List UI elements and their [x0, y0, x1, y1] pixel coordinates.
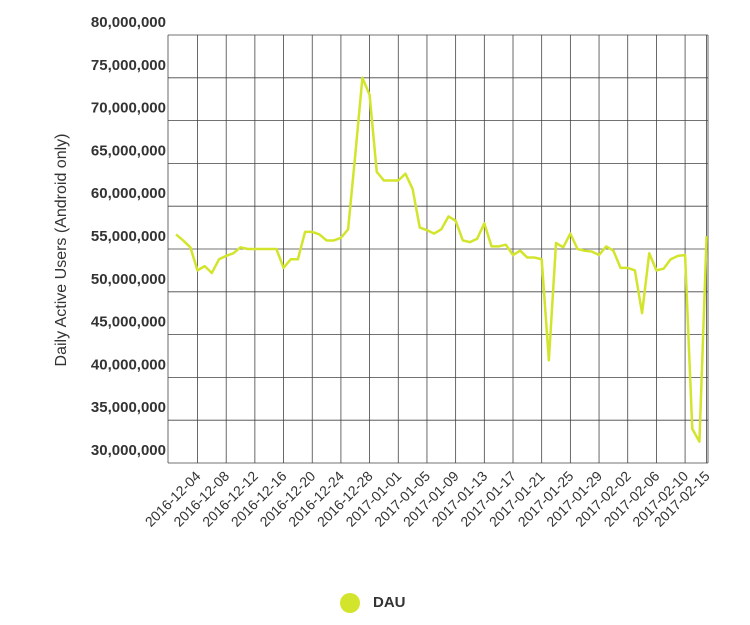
y-axis-label: Daily Active Users (Android only) [53, 134, 70, 367]
y-tick-label: 65,000,000 [91, 142, 166, 159]
y-tick-label: 40,000,000 [91, 356, 166, 373]
y-tick-label: 50,000,000 [91, 271, 166, 288]
data-line [175, 76, 708, 443]
y-tick-label: 35,000,000 [91, 399, 166, 416]
y-tick-label: 80,000,000 [91, 14, 166, 31]
y-tick-label: 60,000,000 [91, 185, 166, 202]
y-tick-label: 55,000,000 [91, 228, 166, 245]
y-tick-label: 30,000,000 [91, 442, 166, 459]
y-tick-label: 70,000,000 [91, 100, 166, 117]
legend-swatch [340, 593, 360, 613]
legend-label: DAU [373, 594, 406, 611]
y-tick-label: 75,000,000 [91, 57, 166, 74]
y-tick-label: 45,000,000 [91, 314, 166, 331]
